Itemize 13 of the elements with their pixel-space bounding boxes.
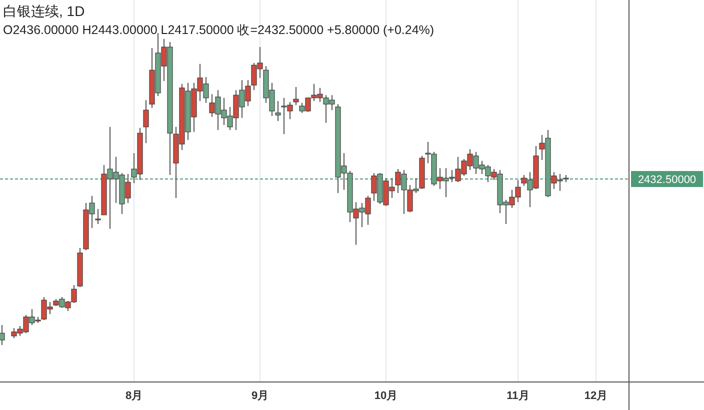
x-tick-label: 9月 [251,390,269,402]
candlestick [95,208,101,224]
x-tick-label: 11月 [506,390,530,402]
x-tick-label: 10月 [374,390,398,402]
candlestick [275,100,281,122]
x-tick-label: 8月 [125,390,143,402]
chart-title: 白银连续, 1D [3,3,85,19]
candlestick [0,324,5,346]
candlestick [143,100,149,144]
x-tick-label: 12月 [584,390,608,402]
chart-subtitle: O2436.00000 H2443.00000 L2417.50000 收=2432.50000 +5.80000 (+0.24%) [3,23,434,37]
candlestick [293,86,299,106]
price-tag: 2432.50000 [631,171,703,188]
